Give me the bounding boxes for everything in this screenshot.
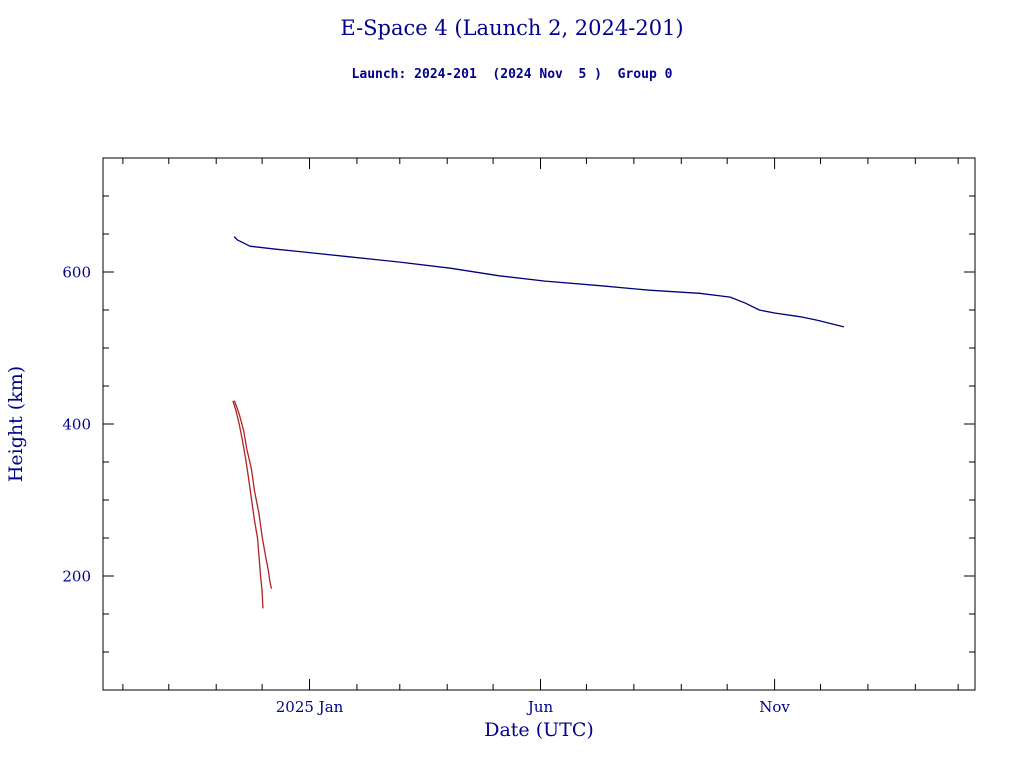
series-decayed-object-a	[232, 400, 264, 609]
y-tick-label: 600	[62, 264, 91, 282]
x-tick-label: Jun	[526, 698, 554, 716]
plot-frame	[102, 157, 976, 691]
chart-title: E-Space 4 (Launch 2, 2024-201)	[340, 16, 684, 40]
x-tick-label: Nov	[759, 698, 790, 716]
x-axis-label: Date (UTC)	[484, 719, 594, 741]
series-decayed-object-b	[233, 400, 272, 589]
x-tick-label: 2025 Jan	[276, 698, 344, 716]
y-tick-label: 200	[62, 568, 91, 586]
y-tick-label: 400	[62, 416, 91, 434]
chart-subtitle: Launch: 2024-201 (2024 Nov 5 ) Group 0	[351, 67, 673, 82]
series-orbiting-object	[233, 236, 845, 328]
